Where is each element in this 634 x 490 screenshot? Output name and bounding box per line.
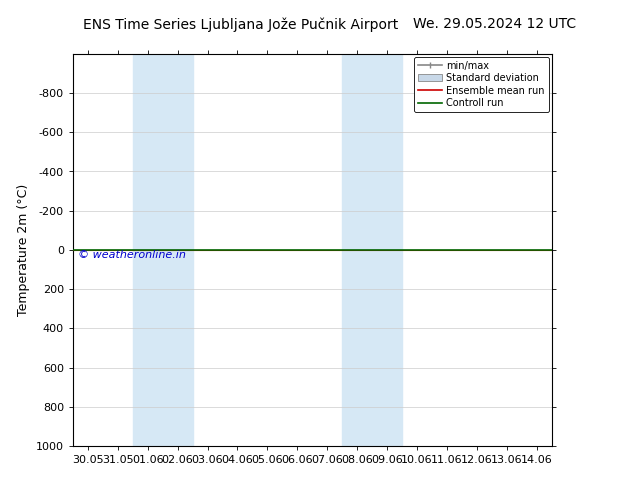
Text: We. 29.05.2024 12 UTC: We. 29.05.2024 12 UTC bbox=[413, 17, 576, 31]
Bar bbox=[133, 54, 193, 446]
Legend: min/max, Standard deviation, Ensemble mean run, Controll run: min/max, Standard deviation, Ensemble me… bbox=[414, 57, 548, 112]
Y-axis label: Temperature 2m (°C): Temperature 2m (°C) bbox=[17, 184, 30, 316]
Bar bbox=[342, 54, 402, 446]
Text: ENS Time Series Ljubljana Jože Pučnik Airport: ENS Time Series Ljubljana Jože Pučnik Ai… bbox=[83, 17, 399, 32]
Text: © weatheronline.in: © weatheronline.in bbox=[78, 250, 186, 260]
